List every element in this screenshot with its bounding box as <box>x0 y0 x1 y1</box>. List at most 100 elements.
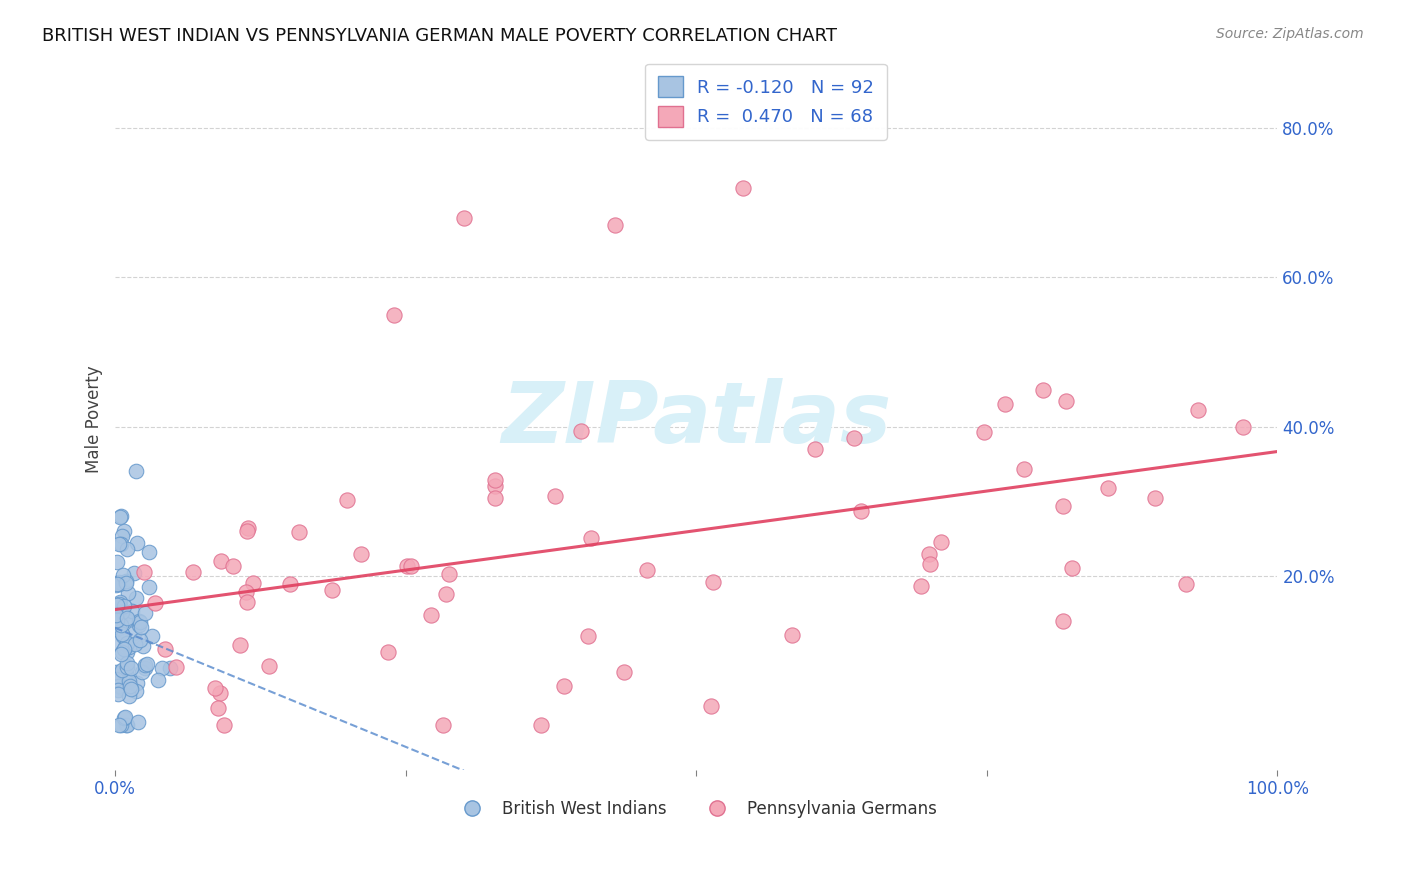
Point <box>453 211 475 225</box>
Point <box>131 639 153 653</box>
Point <box>114 641 136 656</box>
Point <box>141 629 163 643</box>
Point <box>110 617 132 632</box>
Point <box>120 661 142 675</box>
Point <box>120 679 142 693</box>
Point <box>134 661 156 675</box>
Point <box>114 574 136 588</box>
Point <box>138 545 160 559</box>
Point <box>122 566 145 580</box>
Point <box>382 308 405 322</box>
Point <box>129 620 152 634</box>
Point <box>699 698 721 713</box>
Point <box>105 598 128 612</box>
Point <box>129 615 152 629</box>
Point <box>108 595 131 609</box>
Point <box>112 599 135 613</box>
Point <box>105 665 128 679</box>
Point <box>396 558 419 573</box>
Point <box>603 219 626 233</box>
Point <box>110 510 132 524</box>
Point <box>115 575 138 590</box>
Point <box>918 558 941 572</box>
Point <box>125 591 148 605</box>
Point <box>235 585 257 599</box>
Point <box>576 629 599 643</box>
Point <box>107 679 129 693</box>
Point <box>134 565 156 579</box>
Point <box>122 626 145 640</box>
Point <box>134 657 156 672</box>
Point <box>114 640 136 655</box>
Point <box>209 554 232 568</box>
Point <box>484 479 506 493</box>
Point <box>150 661 173 675</box>
Point <box>118 690 141 704</box>
Point <box>115 718 138 732</box>
Point <box>235 524 257 538</box>
Point <box>350 547 373 561</box>
Point <box>105 636 128 650</box>
Point <box>238 521 260 535</box>
Point <box>115 660 138 674</box>
Point <box>148 673 170 687</box>
Point <box>235 595 257 609</box>
Point <box>115 541 138 556</box>
Point <box>110 509 132 524</box>
Point <box>165 660 187 674</box>
Point <box>128 618 150 632</box>
Point <box>134 606 156 620</box>
Point <box>1032 384 1054 398</box>
Point <box>121 604 143 618</box>
Point <box>437 567 460 582</box>
Point <box>434 587 457 601</box>
Point <box>105 668 128 682</box>
Point <box>579 531 602 545</box>
Point <box>117 611 139 625</box>
Point <box>181 565 204 579</box>
Point <box>112 711 135 725</box>
Point <box>110 648 132 662</box>
Point <box>377 645 399 659</box>
Point <box>804 442 827 456</box>
Point <box>1052 500 1074 514</box>
Point <box>973 425 995 439</box>
Point <box>111 629 134 643</box>
Point <box>111 681 134 695</box>
Point <box>114 666 136 681</box>
Point <box>1143 491 1166 505</box>
Point <box>288 524 311 539</box>
Point <box>207 700 229 714</box>
Point <box>229 638 252 652</box>
Point <box>107 687 129 701</box>
Point <box>1097 481 1119 495</box>
Point <box>115 613 138 627</box>
Point <box>1232 419 1254 434</box>
Point <box>124 637 146 651</box>
Point <box>731 181 754 195</box>
Point <box>104 578 127 592</box>
Point <box>484 491 506 505</box>
Point <box>112 524 135 539</box>
Point <box>1062 561 1084 575</box>
Point <box>125 465 148 479</box>
Point <box>117 673 139 688</box>
Point <box>128 614 150 628</box>
Point <box>212 718 235 732</box>
Point <box>127 536 149 550</box>
Point <box>117 586 139 600</box>
Point <box>107 577 129 591</box>
Point <box>136 657 159 672</box>
Point <box>125 675 148 690</box>
Point <box>782 628 804 642</box>
Point <box>111 529 134 543</box>
Point <box>105 555 128 569</box>
Point <box>553 679 575 693</box>
Point <box>107 683 129 698</box>
Point <box>131 665 153 679</box>
Point <box>114 710 136 724</box>
Point <box>111 626 134 640</box>
Point <box>257 659 280 673</box>
Point <box>105 613 128 627</box>
Y-axis label: Male Poverty: Male Poverty <box>86 366 103 473</box>
